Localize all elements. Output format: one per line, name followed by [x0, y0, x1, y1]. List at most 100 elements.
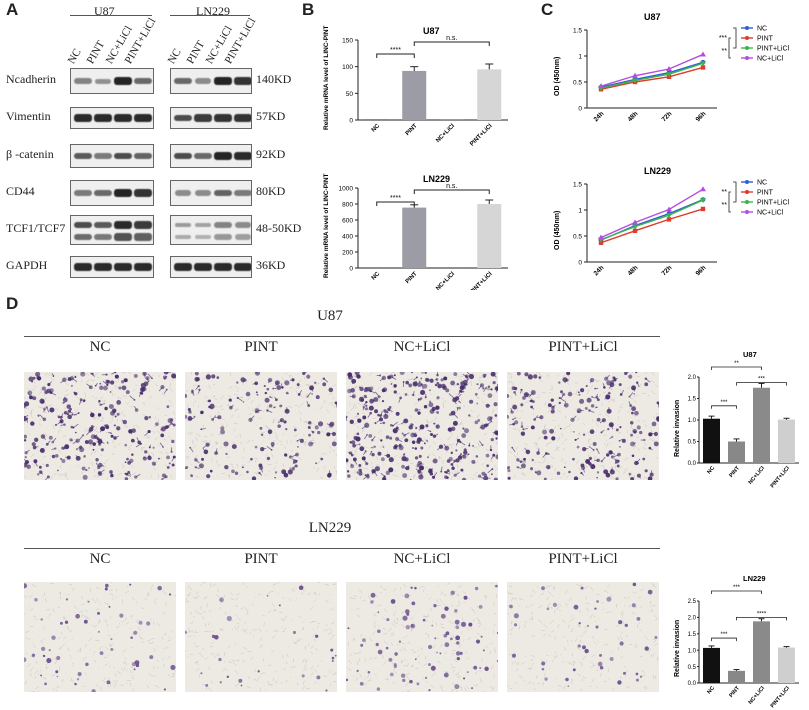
significance-label: *** — [719, 35, 727, 42]
stained-cell — [95, 458, 99, 462]
stained-cell — [425, 424, 429, 428]
stained-cell — [644, 646, 649, 651]
stained-cell — [296, 383, 300, 387]
stained-cell — [226, 615, 232, 622]
stained-cell — [605, 472, 611, 478]
blot-strip — [70, 180, 154, 206]
stained-cell — [283, 472, 289, 478]
stained-cell — [255, 391, 258, 394]
stained-cell — [295, 452, 299, 457]
transwell-micrograph — [24, 372, 176, 480]
stained-cell — [404, 593, 410, 599]
stained-cell — [456, 641, 460, 645]
stained-cell — [522, 396, 526, 400]
protein-band — [194, 153, 212, 159]
stained-cell — [410, 586, 413, 589]
stained-cell — [493, 402, 498, 407]
blot-strip — [170, 68, 252, 94]
stained-cell — [402, 473, 408, 479]
stained-cell — [148, 415, 152, 419]
stained-cell — [390, 599, 396, 604]
stained-cell — [64, 620, 69, 624]
stained-cell — [370, 592, 376, 598]
stained-cell — [346, 470, 350, 473]
significance-label: *** — [720, 400, 728, 406]
stained-cell — [60, 457, 63, 461]
stained-cell — [436, 411, 439, 414]
stained-cell — [406, 612, 410, 616]
stained-cell — [382, 446, 385, 448]
stained-cell — [463, 450, 468, 455]
x-tick-label: 48h — [627, 264, 640, 277]
blot-cell-line-ln229: LN229 — [196, 4, 230, 18]
invasion-chart-1: LN229 Relative invasion 0.0 0.5 1.0 1.5 2.0 2.5… — [674, 574, 799, 709]
stained-cell — [410, 623, 416, 629]
condition-label: PINT+LiCl — [548, 551, 618, 567]
blot-strip — [170, 256, 252, 278]
y-tick-label: 400 — [342, 234, 353, 241]
stained-cell — [24, 434, 27, 439]
stained-cell — [444, 470, 447, 474]
stained-cell — [393, 384, 397, 388]
y-tick-label: 0.5 — [688, 440, 697, 446]
blot-strip — [70, 68, 154, 94]
stained-cell — [450, 380, 456, 386]
stained-cell — [226, 675, 230, 679]
stained-cell — [388, 467, 394, 473]
stained-cell — [80, 372, 86, 377]
stained-cell — [326, 432, 331, 437]
chart-title: LN229 — [644, 166, 671, 176]
stained-cell — [572, 457, 575, 461]
protein-band — [193, 114, 213, 122]
stained-cell — [468, 622, 473, 627]
stained-cell — [606, 596, 612, 602]
stained-cell — [619, 641, 624, 646]
stained-cell — [567, 685, 570, 687]
stained-cell — [367, 670, 371, 674]
stained-cell — [168, 462, 171, 465]
stained-cell — [586, 397, 592, 403]
stained-cell — [578, 393, 581, 396]
stained-cell — [496, 660, 498, 662]
stained-cell — [94, 435, 98, 439]
protein-band — [233, 114, 251, 122]
stained-cell — [166, 466, 170, 469]
stained-cell — [317, 421, 324, 427]
stained-cell — [348, 451, 353, 455]
protein-band — [94, 233, 112, 241]
stained-cell — [466, 671, 469, 674]
stained-cell — [299, 438, 304, 443]
stained-cell — [597, 661, 603, 667]
stained-cell — [514, 623, 518, 627]
stained-cell — [567, 391, 573, 397]
cell-line-title: LN229 — [308, 520, 352, 536]
stained-cell — [238, 678, 243, 683]
stained-cell — [198, 463, 204, 469]
stained-cell — [542, 429, 547, 435]
x-tick-label: PINT — [728, 685, 741, 699]
transwell-micrograph — [507, 582, 659, 692]
blot-strip — [170, 107, 252, 129]
stained-cell — [82, 474, 88, 480]
cell-line-title: U87 — [317, 308, 343, 324]
legend-marker — [745, 46, 749, 50]
stained-cell — [618, 620, 623, 625]
stained-cell — [550, 409, 555, 414]
stained-cell — [352, 443, 356, 448]
stained-cell — [444, 606, 449, 611]
stained-cell — [417, 382, 422, 388]
stained-cell — [31, 380, 34, 383]
stained-cell — [187, 416, 193, 421]
data-point — [700, 61, 706, 67]
stained-cell — [514, 420, 519, 425]
stained-cell — [97, 465, 101, 470]
stained-cell — [615, 428, 619, 432]
protein-band — [93, 263, 113, 271]
stained-cell — [475, 639, 481, 644]
stained-cell — [429, 378, 434, 383]
stained-cell — [578, 622, 581, 625]
stained-cell — [462, 427, 465, 430]
protein-band — [133, 189, 153, 197]
protein-label: Ncadherin — [6, 72, 56, 86]
stained-cell — [427, 456, 430, 459]
